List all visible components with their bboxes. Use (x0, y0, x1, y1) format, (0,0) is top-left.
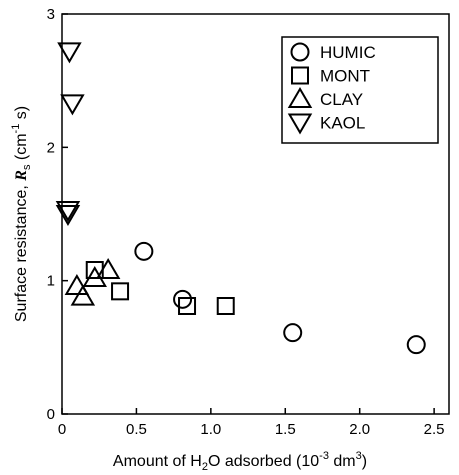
y-tick-label: 0 (47, 406, 55, 423)
marker (134, 241, 154, 261)
label-part: dm (329, 453, 356, 470)
marker (95, 258, 121, 279)
legend-label: CLAY (320, 90, 363, 109)
marker (111, 282, 130, 301)
y-tick-label: 3 (47, 6, 55, 23)
marker (57, 42, 82, 64)
label-part: O adsorbed (10 (208, 453, 319, 470)
label-part: (cm (13, 133, 30, 164)
label-part: s (21, 164, 33, 170)
label-part: Surface resistance, (13, 181, 30, 322)
x-tick-label: 1.5 (275, 421, 296, 438)
marker (55, 201, 81, 222)
marker (64, 274, 90, 295)
marker (55, 205, 81, 226)
legend-marker (287, 87, 313, 108)
y-tick-label: 2 (47, 139, 55, 156)
legend-label: KAOL (320, 114, 365, 133)
legend-label: HUMIC (320, 43, 376, 62)
x-axis-label: Amount of H2O adsorbed (10-3 dm3) (113, 450, 367, 473)
x-tick-label: 1.0 (200, 421, 221, 438)
marker (216, 297, 235, 315)
x-tick-label: 0.5 (126, 421, 147, 438)
y-tick-label: 1 (47, 273, 55, 290)
x-tick-label: 0 (58, 421, 66, 438)
x-tick-label: 2.0 (349, 421, 370, 438)
legend-marker (287, 113, 313, 135)
marker (173, 289, 193, 309)
label-part: Amount of H (113, 453, 202, 470)
legend-marker (291, 66, 309, 85)
label-part: 2 (202, 461, 208, 473)
label-part: ) (362, 453, 367, 470)
label-part: 3 (356, 450, 362, 462)
marker (85, 261, 104, 279)
legend-label: MONT (320, 67, 370, 86)
marker (178, 297, 197, 315)
marker (406, 335, 426, 355)
label-part: s) (13, 106, 30, 124)
legend-marker (290, 42, 310, 62)
y-axis-label: Surface resistance, Rs (cm-1 s) (10, 106, 33, 322)
label-part: R (13, 170, 30, 182)
label-part: -1 (10, 124, 22, 134)
marker (60, 94, 85, 116)
label-part: -3 (319, 450, 329, 462)
x-tick-label: 2.5 (424, 421, 445, 438)
marker (70, 284, 96, 306)
marker (283, 323, 303, 343)
